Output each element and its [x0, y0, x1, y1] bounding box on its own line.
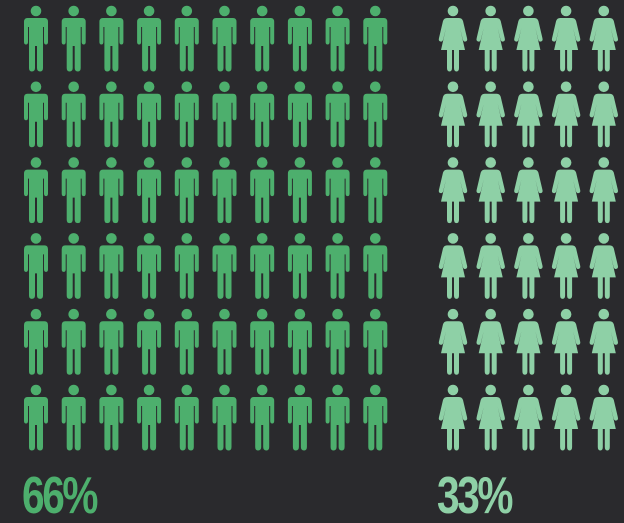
man-icon — [363, 157, 388, 224]
man-icon — [99, 233, 124, 299]
woman-icon — [551, 233, 581, 299]
man-icon — [174, 81, 199, 148]
man-icon — [325, 81, 350, 148]
woman-icon — [514, 384, 543, 451]
woman-icon — [476, 157, 505, 224]
man-icon — [24, 81, 48, 148]
man-icon — [174, 308, 199, 375]
woman-icon — [438, 384, 468, 451]
woman-icon — [476, 81, 505, 148]
man-icon — [325, 384, 350, 451]
man-icon — [325, 308, 350, 375]
man-icon — [363, 5, 388, 72]
man-icon — [212, 233, 237, 299]
man-icon — [287, 157, 312, 224]
woman-icon — [589, 384, 619, 451]
man-icon — [174, 384, 199, 451]
man-icon — [61, 5, 86, 72]
man-icon — [212, 308, 237, 375]
man-icon — [325, 5, 350, 72]
man-icon — [363, 233, 388, 299]
man-icon — [363, 308, 388, 375]
woman-icon — [476, 384, 505, 451]
man-icon — [287, 384, 312, 451]
man-icon — [287, 308, 312, 375]
woman-icon — [514, 308, 543, 375]
woman-icon — [551, 384, 581, 451]
man-icon — [24, 157, 48, 224]
woman-icon — [438, 308, 468, 375]
man-icon — [325, 157, 350, 224]
woman-icon — [589, 308, 619, 375]
man-icon — [250, 157, 275, 224]
woman-icon — [438, 81, 468, 148]
man-icon — [363, 384, 388, 451]
man-icon — [250, 81, 275, 148]
woman-icon — [589, 5, 619, 72]
man-icon — [325, 233, 350, 299]
man-icon — [212, 384, 237, 451]
man-icon — [250, 5, 275, 72]
man-icon — [212, 5, 237, 72]
man-icon — [24, 308, 48, 375]
man-icon — [99, 308, 124, 375]
man-icon — [99, 384, 124, 451]
woman-icon — [514, 81, 543, 148]
woman-icon — [589, 81, 619, 148]
man-icon — [287, 5, 312, 72]
woman-icon — [551, 157, 581, 224]
man-icon — [287, 233, 312, 299]
woman-icon — [514, 233, 543, 299]
woman-icon — [476, 5, 505, 72]
man-icon — [61, 233, 86, 299]
woman-icon — [514, 157, 543, 224]
man-icon — [212, 157, 237, 224]
man-icon — [24, 5, 48, 72]
woman-icon — [476, 233, 505, 299]
man-icon — [363, 81, 388, 148]
men-percent-label: 66% — [22, 467, 99, 523]
man-icon — [137, 81, 162, 148]
man-icon — [137, 233, 162, 299]
man-icon — [250, 308, 275, 375]
man-icon — [99, 81, 124, 148]
man-icon — [287, 81, 312, 148]
woman-icon — [438, 157, 468, 224]
woman-icon — [476, 308, 505, 375]
man-icon — [137, 157, 162, 224]
man-icon — [174, 233, 199, 299]
man-icon — [137, 5, 162, 72]
woman-icon — [551, 81, 581, 148]
man-icon — [24, 384, 48, 451]
woman-icon — [438, 233, 468, 299]
woman-icon — [438, 5, 468, 72]
women-percent-label: 33% — [437, 467, 514, 523]
man-icon — [250, 233, 275, 299]
man-icon — [137, 308, 162, 375]
man-icon — [61, 384, 86, 451]
man-icon — [99, 157, 124, 224]
man-icon — [250, 384, 275, 451]
woman-icon — [589, 233, 619, 299]
man-icon — [174, 157, 199, 224]
man-icon — [61, 308, 86, 375]
woman-icon — [551, 5, 581, 72]
woman-icon — [589, 157, 619, 224]
woman-icon — [551, 308, 581, 375]
man-icon — [137, 384, 162, 451]
woman-icon — [514, 5, 543, 72]
man-icon — [61, 157, 86, 224]
man-icon — [212, 81, 237, 148]
man-icon — [174, 5, 199, 72]
man-icon — [24, 233, 48, 299]
man-icon — [61, 81, 86, 148]
man-icon — [99, 5, 124, 72]
